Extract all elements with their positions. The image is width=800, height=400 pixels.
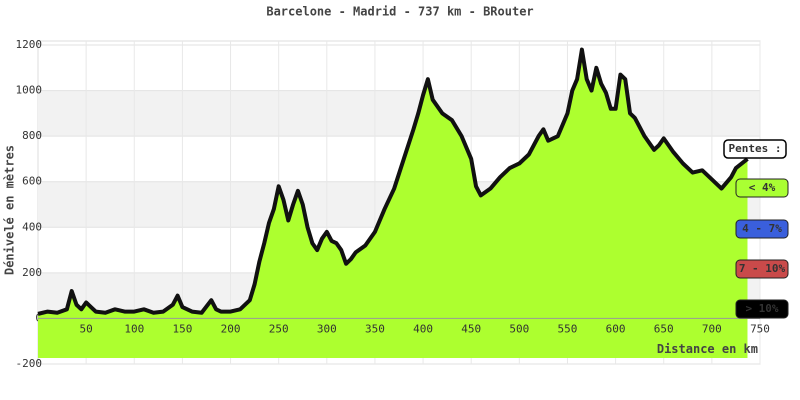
y-tick-label: 400 — [22, 220, 42, 233]
elevation-area — [38, 49, 748, 359]
legend-label: 4 - 7% — [742, 222, 782, 235]
x-tick-label: 450 — [461, 322, 481, 335]
legend-swatch — [735, 178, 789, 198]
y-tick-label: 200 — [22, 266, 42, 279]
y-tick-label: -200 — [16, 357, 43, 370]
x-tick-label: 500 — [509, 322, 529, 335]
x-tick-label: 200 — [221, 322, 241, 335]
x-tick-label: 400 — [413, 322, 433, 335]
x-tick-label: 750 — [750, 322, 770, 335]
y-tick-label: 600 — [22, 175, 42, 188]
legend-swatch — [735, 299, 789, 319]
legend-label: 7 - 10% — [739, 262, 786, 275]
legend-swatch — [735, 259, 789, 279]
elevation-line — [37, 47, 749, 316]
x-tick-label: 250 — [269, 322, 289, 335]
y-tick-label: 1200 — [16, 38, 43, 51]
x-tick-label: 650 — [654, 322, 674, 335]
y-tick-label: 800 — [22, 129, 42, 142]
legend-label: < 4% — [749, 181, 776, 194]
x-tick-label: 550 — [558, 322, 578, 335]
x-tick-label: 150 — [172, 322, 192, 335]
chart-title: Barcelone - Madrid - 737 km - BRouter — [266, 5, 533, 19]
x-axis-label: Distance en km — [657, 342, 758, 356]
x-tick-label: 600 — [606, 322, 626, 335]
legend-label: > 10% — [745, 302, 778, 315]
x-tick-label: 350 — [365, 322, 385, 335]
x-tick-label: 300 — [317, 322, 337, 335]
grid-band — [38, 90, 760, 137]
x-tick-label: 50 — [80, 322, 93, 335]
legend-title-box — [723, 139, 787, 159]
x-tick-label: 100 — [124, 322, 144, 335]
x-tick-label: 700 — [702, 322, 722, 335]
legend-title: Pentes : — [729, 142, 782, 155]
y-axis-label: Dénivelé en mètres — [3, 145, 17, 275]
legend-swatch — [735, 219, 789, 239]
y-tick-label: 1000 — [16, 84, 43, 97]
